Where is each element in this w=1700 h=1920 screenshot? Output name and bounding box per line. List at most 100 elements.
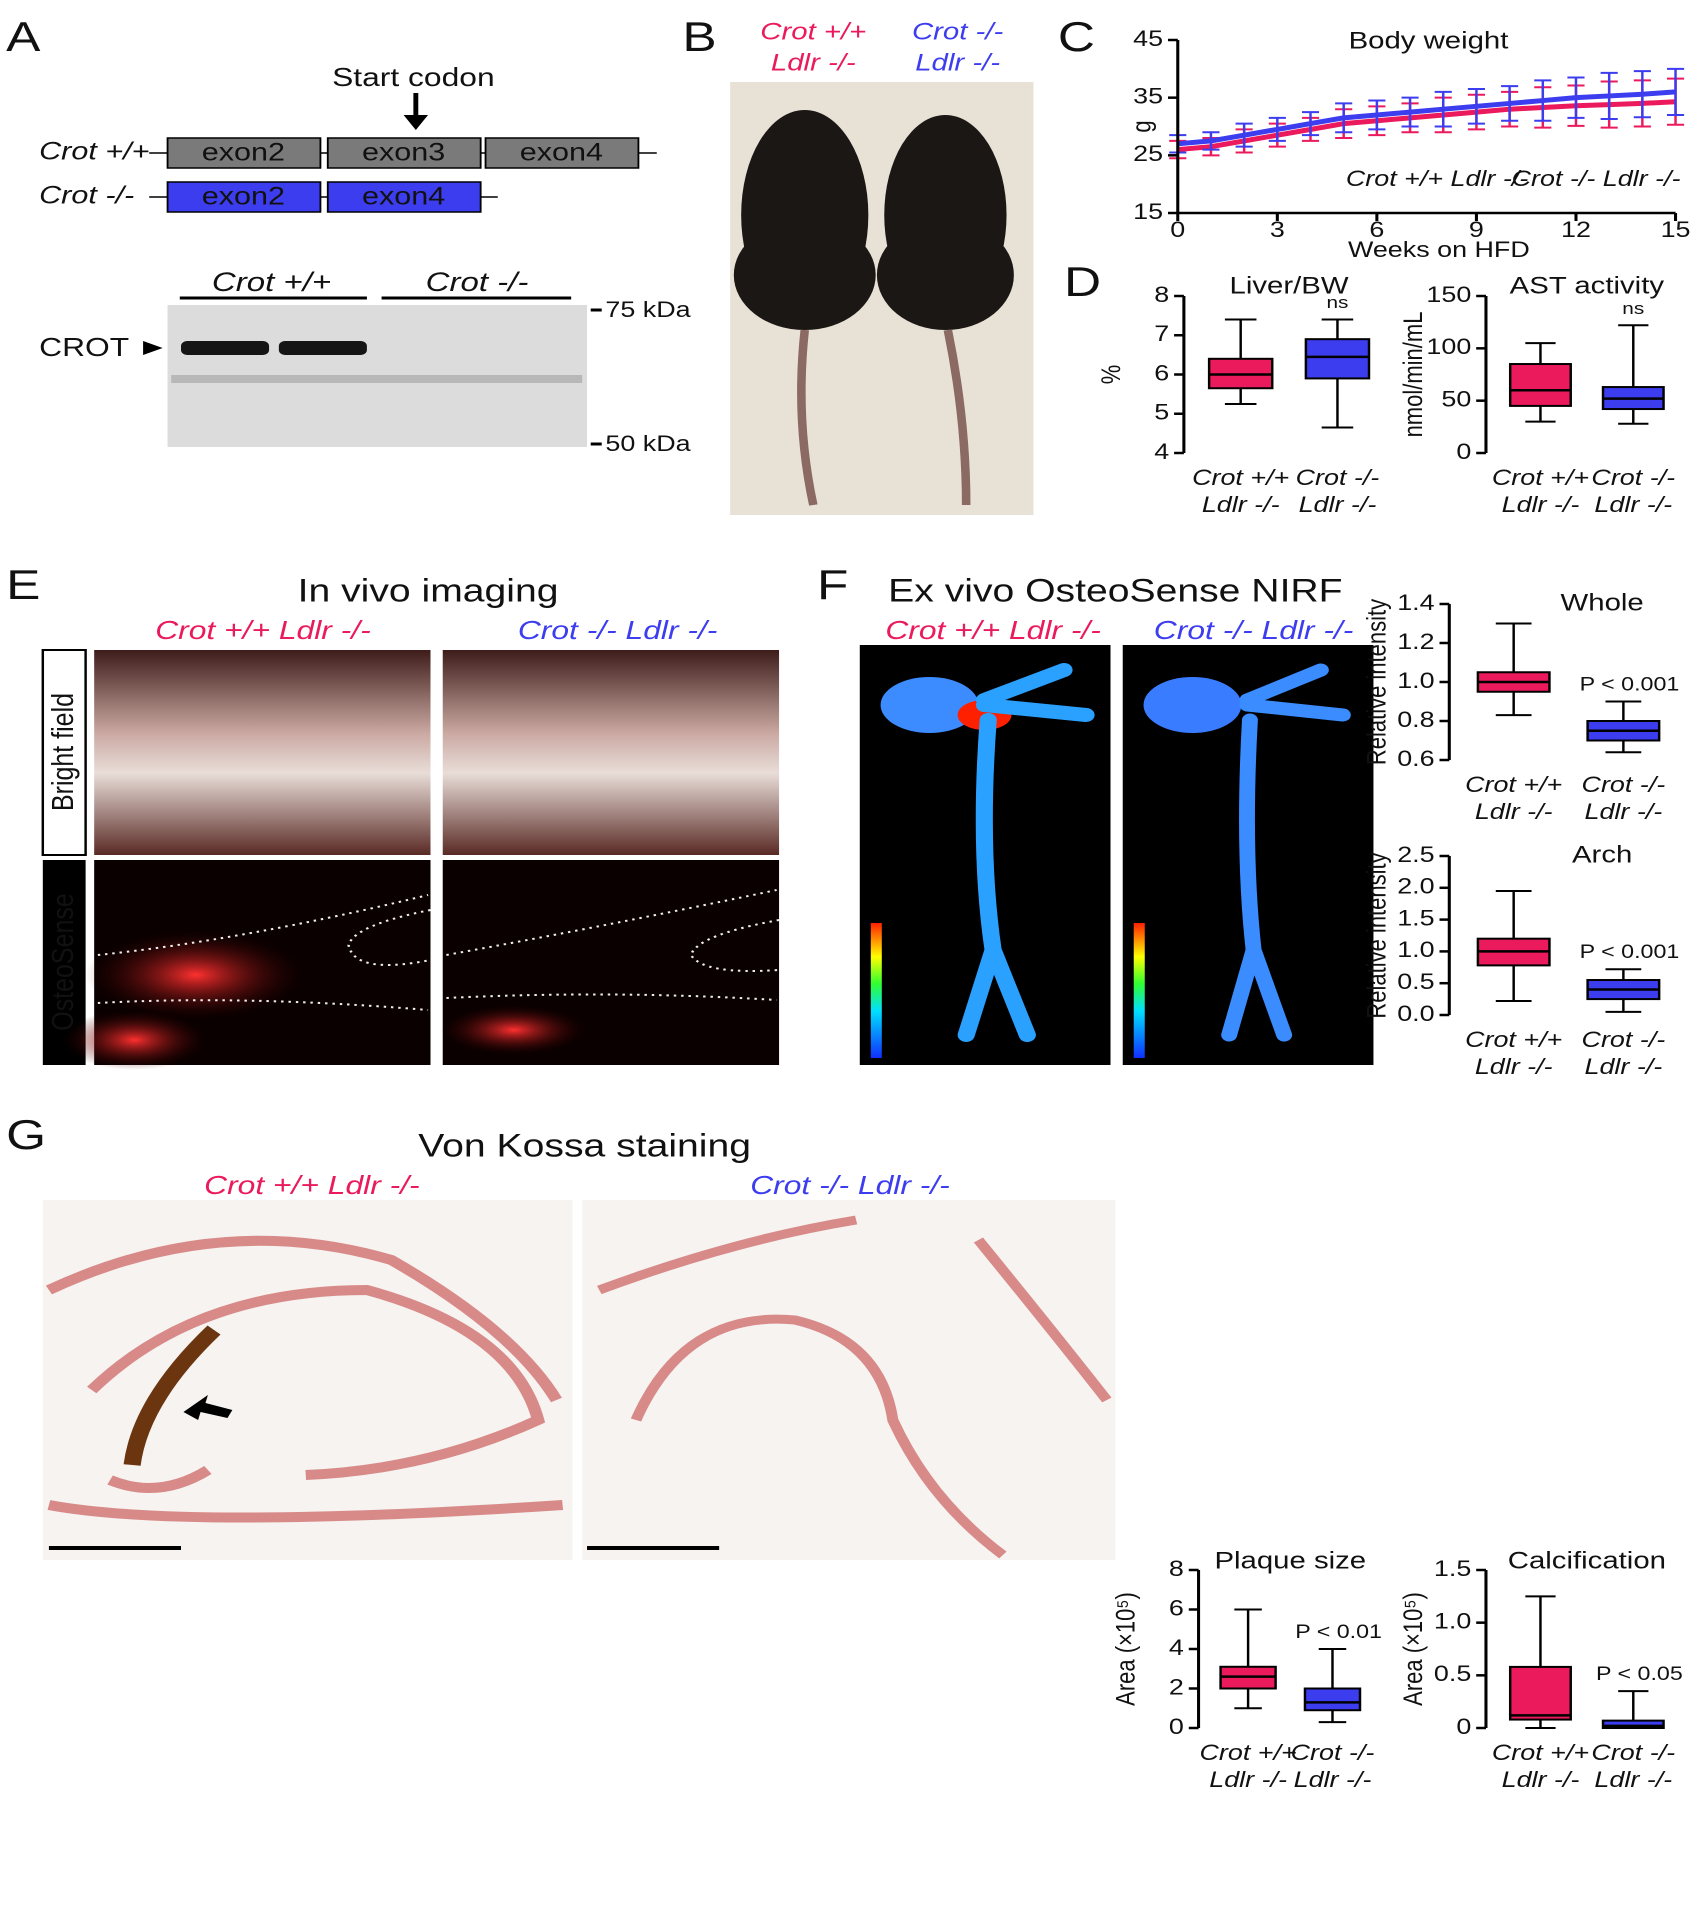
label: Crot +/+ Ldlr -/- xyxy=(155,616,371,645)
mouse-photo xyxy=(730,82,1034,515)
label: exon2 xyxy=(202,138,285,166)
label: Body weight xyxy=(1349,27,1509,54)
label: 4 xyxy=(1169,1636,1184,1660)
label: Area (×10⁵) xyxy=(1399,1592,1429,1706)
label: Ldlr -/- xyxy=(1594,493,1672,517)
label: 6 xyxy=(1369,218,1384,242)
label: Weeks on HFD xyxy=(1348,238,1530,262)
label: 0.8 xyxy=(1397,708,1434,732)
exon xyxy=(326,137,482,169)
label: 0.5 xyxy=(1434,1662,1471,1686)
exon xyxy=(166,137,322,169)
label: Relative intensity xyxy=(1362,852,1392,1019)
label: 8 xyxy=(1169,1557,1184,1581)
label: 5 xyxy=(1154,401,1169,425)
label: C xyxy=(1058,13,1095,60)
label: ns xyxy=(1326,294,1348,313)
label: 12 xyxy=(1561,218,1591,242)
label: D xyxy=(1064,258,1101,305)
label: Ldlr -/- xyxy=(1299,493,1377,517)
label: Ldlr -/- xyxy=(915,49,1000,76)
label: Relative intensity xyxy=(1362,598,1392,765)
label: P < 0.05 xyxy=(1596,1664,1683,1685)
western-blot xyxy=(143,296,602,447)
label: 1.0 xyxy=(1434,1610,1471,1634)
label: 3 xyxy=(1270,218,1285,242)
label: P < 0.01 xyxy=(1295,1622,1382,1643)
label: 7 xyxy=(1154,322,1169,346)
label: Crot -/- xyxy=(912,18,1003,45)
label: A xyxy=(6,13,41,60)
label: Crot +/+ Ldlr -/- xyxy=(885,616,1101,645)
label: nmol/min/mL xyxy=(1399,312,1429,438)
label: OsteoSense xyxy=(46,893,80,1030)
label: Ex vivo OsteoSense NIRF xyxy=(888,573,1342,609)
label: exon2 xyxy=(202,182,285,210)
label: 2.0 xyxy=(1397,875,1434,899)
label: 0 xyxy=(1169,1715,1184,1739)
label: Crot +/+ xyxy=(1492,1741,1589,1765)
label: Start codon xyxy=(332,63,495,92)
label: 9 xyxy=(1469,218,1484,242)
box xyxy=(1508,1665,1572,1721)
label: 1.2 xyxy=(1397,630,1434,654)
series-line xyxy=(1177,89,1676,147)
box xyxy=(1303,1687,1362,1712)
whisker xyxy=(1234,1608,1262,1710)
label: Ldlr -/- xyxy=(1202,493,1280,517)
von-kossa-images xyxy=(42,1200,1116,1560)
label: Crot +/+ Ldlr -/- xyxy=(204,1171,420,1200)
label: 15 xyxy=(1133,200,1163,224)
label: 8 xyxy=(1154,283,1169,307)
label: Ldlr -/- xyxy=(1502,1768,1580,1792)
label: Crot +/+ xyxy=(760,18,866,45)
label: Crot -/- xyxy=(1296,466,1380,490)
label: Calcification xyxy=(1508,1547,1666,1574)
label: Ldlr -/- xyxy=(1475,1055,1553,1079)
label: Crot +/+ xyxy=(1465,773,1562,797)
nirf-images xyxy=(859,645,1374,1065)
label: Liver/BW xyxy=(1230,272,1350,299)
label: 2 xyxy=(1169,1676,1184,1700)
box xyxy=(1601,1719,1665,1730)
label: Crot -/- Ldlr -/- xyxy=(518,616,718,645)
label: Crot -/- xyxy=(1582,1028,1666,1052)
label: AST activity xyxy=(1510,272,1665,299)
box xyxy=(1304,338,1371,380)
label: In vivo imaging xyxy=(298,573,559,609)
label: 50 xyxy=(1441,388,1471,412)
label: Von Kossa staining xyxy=(418,1128,751,1164)
label: Crot +/+ xyxy=(212,268,331,298)
label: 1.4 xyxy=(1397,591,1434,615)
label: Ldlr -/- xyxy=(771,49,856,76)
label: 35 xyxy=(1133,85,1163,109)
label: 1.0 xyxy=(1397,938,1434,962)
label: 45 xyxy=(1133,27,1163,51)
label: Area (×10⁵) xyxy=(1112,1592,1142,1706)
label: 15 xyxy=(1661,218,1691,242)
label: P < 0.001 xyxy=(1580,674,1680,695)
label: 75 kDa xyxy=(605,298,691,322)
label: Crot -/- Ldlr -/- xyxy=(1512,167,1681,191)
label: Crot +/+ xyxy=(1492,466,1589,490)
label: exon4 xyxy=(362,182,445,210)
label: B xyxy=(682,13,716,60)
label: Crot +/+ xyxy=(1465,1028,1562,1052)
label: Crot +/+ xyxy=(1200,1741,1297,1765)
label: 50 kDa xyxy=(605,432,691,456)
box xyxy=(1508,363,1572,407)
label: 0.5 xyxy=(1397,970,1434,994)
label: Crot +/+ Ldlr -/- xyxy=(1346,167,1528,191)
exon xyxy=(166,181,322,213)
label: Crot -/- Ldlr -/- xyxy=(750,1171,950,1200)
label: 25 xyxy=(1133,142,1163,166)
label: 0 xyxy=(1456,440,1471,464)
in-vivo-images xyxy=(41,649,780,1070)
label: Ldlr -/- xyxy=(1294,1768,1372,1792)
label: Ldlr -/- xyxy=(1594,1768,1672,1792)
label: ns xyxy=(1622,299,1644,318)
label: Ldlr -/- xyxy=(1585,800,1663,824)
label: Crot +/+ xyxy=(39,137,149,165)
label: 0.0 xyxy=(1397,1002,1434,1026)
label: Ldlr -/- xyxy=(1585,1055,1663,1079)
